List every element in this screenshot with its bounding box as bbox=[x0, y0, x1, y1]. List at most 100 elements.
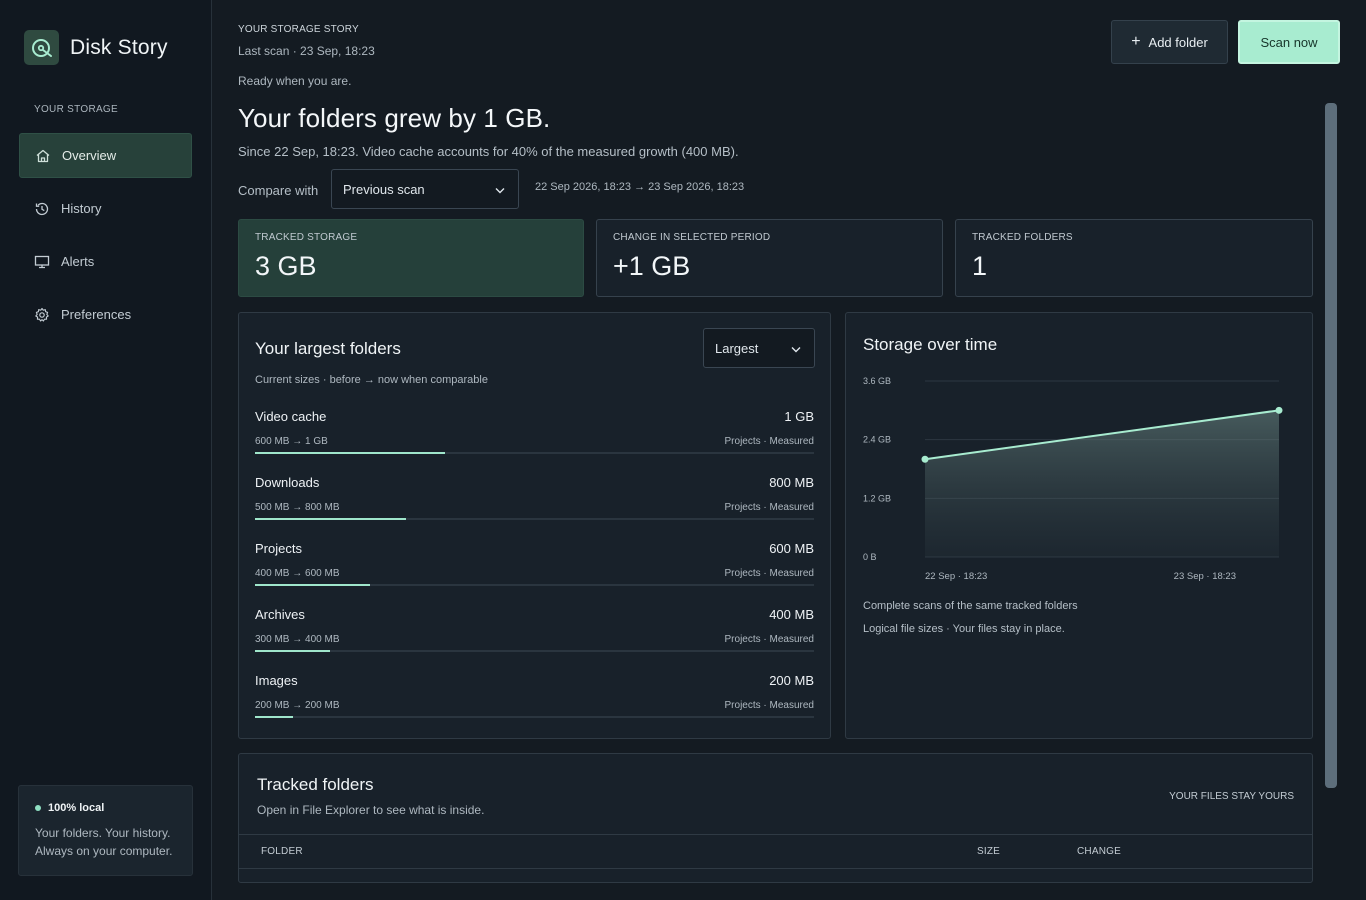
folder-row[interactable]: Images 200 MB 200 MB → 200 MB Projects · Me… bbox=[255, 673, 814, 725]
folder-size-bar-fill bbox=[255, 518, 406, 520]
sidebar: Disk Story YOUR STORAGE Overview History… bbox=[0, 0, 212, 900]
chart-note: Logical file sizes · Your files stay in … bbox=[863, 623, 1065, 635]
sidebar-item-history[interactable]: History bbox=[19, 186, 192, 231]
brand[interactable]: Disk Story bbox=[24, 30, 168, 65]
sort-select-value: Largest bbox=[715, 340, 759, 356]
data-point bbox=[1275, 406, 1283, 414]
folder-row[interactable]: Projects 600 MB 400 MB → 600 MB Projects · … bbox=[255, 541, 814, 593]
folder-size-bar bbox=[255, 716, 814, 718]
folder-size: 600 MB bbox=[769, 541, 814, 556]
folder-name: Archives bbox=[255, 607, 305, 622]
sort-select[interactable]: Largest bbox=[703, 328, 815, 368]
y-tick-label: 1.2 GB bbox=[863, 493, 891, 503]
compare-label: Compare with bbox=[238, 183, 319, 198]
local-card-title: 100% local bbox=[35, 802, 176, 814]
column-header-folder[interactable]: FOLDER bbox=[261, 846, 303, 857]
folder-size-bar-fill bbox=[255, 650, 331, 652]
column-header-change[interactable]: CHANGE bbox=[1077, 846, 1121, 857]
stat-label: TRACKED FOLDERS bbox=[972, 232, 1073, 243]
ready-text: Ready when you are. bbox=[238, 74, 352, 88]
folder-meta: Projects · Measured bbox=[724, 568, 814, 579]
compare-select[interactable]: Previous scan bbox=[331, 169, 519, 209]
x-tick-label: 23 Sep · 18:23 bbox=[1174, 571, 1236, 582]
tracked-folders-title: Tracked folders bbox=[257, 775, 374, 794]
storage-chart-panel: Storage over time 0 B 1.2 GB 2.4 GB 3.6 GB 2… bbox=[845, 312, 1313, 739]
last-scan-text: Last scan · 23 Sep, 18:23 bbox=[238, 44, 375, 58]
folder-row[interactable]: Video cache 1 GB 600 MB → 1 GB Projects · M… bbox=[255, 409, 814, 461]
folder-meta: Projects · Measured bbox=[724, 700, 814, 711]
folder-size: 800 MB bbox=[769, 475, 814, 490]
compare-select-value: Previous scan bbox=[343, 181, 425, 197]
chevron-down-icon bbox=[791, 341, 801, 356]
local-card-text: Your folders. Your history. Always on yo… bbox=[35, 824, 176, 860]
local-card-title-text: 100% local bbox=[48, 802, 105, 814]
y-tick-label: 3.6 GB bbox=[863, 376, 891, 386]
sidebar-item-label: Alerts bbox=[61, 254, 95, 269]
add-folder-button[interactable]: + Add folder bbox=[1111, 20, 1228, 64]
gear-icon bbox=[33, 306, 51, 324]
sidebar-section-label: YOUR STORAGE bbox=[34, 104, 118, 115]
stat-value: 3 GB bbox=[255, 251, 317, 281]
folder-row[interactable]: Downloads 800 MB 500 MB → 800 MB Projects ·… bbox=[255, 475, 814, 527]
stat-value: +1 GB bbox=[613, 251, 691, 281]
folder-size: 400 MB bbox=[769, 607, 814, 622]
folder-size-bar bbox=[255, 518, 814, 520]
folder-delta: 600 MB → 1 GB bbox=[255, 436, 328, 447]
stat-label: TRACKED STORAGE bbox=[255, 232, 358, 243]
status-dot bbox=[35, 805, 41, 811]
local-storage-card: 100% local Your folders. Your history. A… bbox=[18, 785, 193, 876]
scrollbar-thumb[interactable] bbox=[1325, 103, 1337, 788]
series-area bbox=[925, 410, 1279, 557]
stat-card-tracked-storage: TRACKED STORAGE 3 GB bbox=[238, 219, 584, 297]
page-subtitle: Since 22 Sep, 18:23. Video cache account… bbox=[238, 144, 739, 159]
sidebar-item-alerts[interactable]: Alerts bbox=[19, 239, 192, 284]
folder-size-bar bbox=[255, 650, 814, 652]
folder-delta: 400 MB → 600 MB bbox=[255, 568, 340, 579]
page-title: Your folders grew by 1 GB. bbox=[238, 103, 551, 133]
sidebar-nav: Overview History Alerts Preferences bbox=[19, 133, 192, 345]
local-card-line: Always on your computer. bbox=[35, 844, 173, 858]
folder-name: Downloads bbox=[255, 475, 320, 490]
plus-icon: + bbox=[1131, 33, 1141, 50]
sidebar-item-label: Overview bbox=[62, 148, 117, 163]
stat-card-change: CHANGE IN SELECTED PERIOD +1 GB bbox=[596, 219, 943, 297]
sidebar-item-overview[interactable]: Overview bbox=[19, 133, 192, 178]
stat-value: 1 bbox=[972, 251, 988, 281]
compare-range: 22 Sep 2026, 18:23 → 23 Sep 2026, 18:23 bbox=[535, 181, 745, 193]
folder-delta: 500 MB → 800 MB bbox=[255, 502, 340, 513]
folder-size-bar-fill bbox=[255, 584, 370, 586]
largest-folders-panel: Your largest folders Largest Current siz… bbox=[238, 312, 831, 739]
privacy-badge: YOUR FILES STAY YOURS bbox=[1169, 791, 1294, 802]
folder-size: 1 GB bbox=[784, 409, 814, 424]
stat-label: CHANGE IN SELECTED PERIOD bbox=[613, 232, 771, 243]
largest-folders-title: Your largest folders bbox=[255, 339, 401, 358]
folder-size-bar bbox=[255, 452, 814, 454]
storage-chart-title: Storage over time bbox=[863, 335, 998, 354]
storage-area-chart: 0 B 1.2 GB 2.4 GB 3.6 GB 22 Sep · 18:23 23 Se… bbox=[863, 376, 1283, 582]
folder-meta: Projects · Measured bbox=[724, 502, 814, 513]
table-divider bbox=[239, 868, 1312, 869]
folder-size: 200 MB bbox=[769, 673, 814, 688]
folder-meta: Projects · Measured bbox=[724, 634, 814, 645]
local-card-line: Your folders. Your history. bbox=[35, 826, 171, 840]
folder-row[interactable]: Archives 400 MB 300 MB → 400 MB Projects · … bbox=[255, 607, 814, 659]
folder-size-bar-fill bbox=[255, 716, 293, 718]
x-tick-label: 22 Sep · 18:23 bbox=[925, 571, 987, 582]
y-tick-label: 0 B bbox=[863, 552, 877, 562]
series-line bbox=[924, 409, 1280, 461]
stat-card-tracked-folders: TRACKED FOLDERS 1 bbox=[955, 219, 1313, 297]
y-tick-label: 2.4 GB bbox=[863, 435, 891, 445]
chevron-down-icon bbox=[495, 182, 505, 197]
scan-now-button[interactable]: Scan now bbox=[1238, 20, 1340, 64]
column-header-size[interactable]: SIZE bbox=[977, 846, 1001, 857]
folder-name: Projects bbox=[255, 541, 302, 556]
largest-folders-subtitle: Current sizes · before → now when compar… bbox=[255, 374, 488, 386]
chart-note: Complete scans of the same tracked folde… bbox=[863, 600, 1078, 612]
sidebar-item-preferences[interactable]: Preferences bbox=[19, 292, 192, 337]
page-kicker: YOUR STORAGE STORY bbox=[238, 24, 359, 35]
table-divider bbox=[239, 834, 1312, 835]
data-point bbox=[921, 455, 929, 463]
folder-delta: 200 MB → 200 MB bbox=[255, 700, 340, 711]
tracked-folders-subtitle: Open in File Explorer to see what is ins… bbox=[257, 803, 485, 817]
folder-delta: 300 MB → 400 MB bbox=[255, 634, 340, 645]
